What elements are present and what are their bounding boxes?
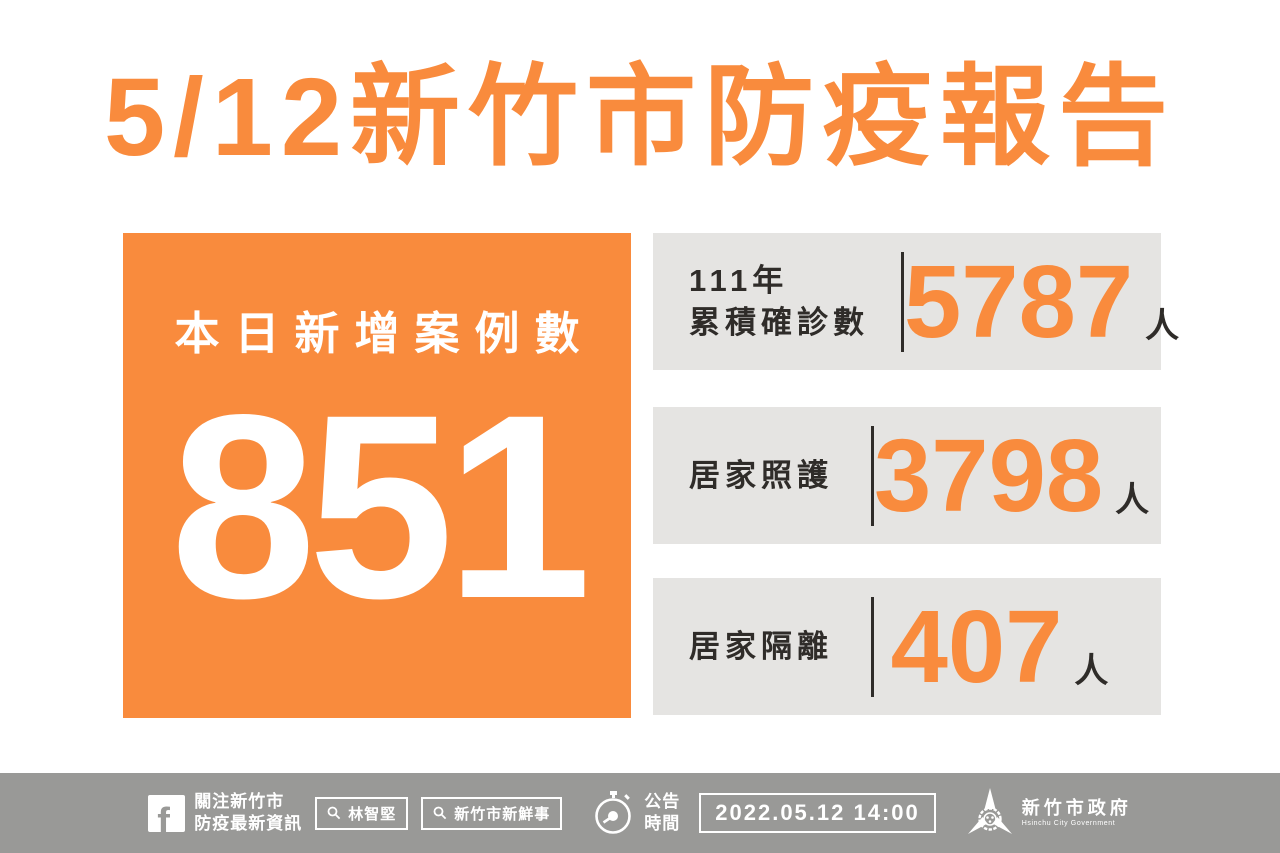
- cumulative-cases-card: 111年 累積確診數 5787 人: [653, 233, 1179, 370]
- page-title: 5/12新竹市防疫報告: [103, 56, 1177, 179]
- daily-new-cases-label: 本日新增案例數: [174, 308, 595, 359]
- search-badge-mayor-label: 林智堅: [348, 805, 397, 823]
- footer: f 關注新竹市 防疫最新資訊 林智堅 新竹市新鮮事 公告 時間: [0, 773, 1280, 853]
- government-name: 新竹市政府: [1021, 798, 1132, 818]
- announce-time-line2: 時間: [644, 814, 681, 833]
- divider: [901, 251, 904, 352]
- home-isolation-card: 居家隔離 407 人: [653, 578, 1161, 715]
- government-group: 新竹市政府 Hsinchu City Government: [967, 788, 1132, 838]
- facebook-follow-group: f 關注新竹市 防疫最新資訊: [148, 791, 302, 835]
- home-isolation-label-line1: 居家隔離: [689, 628, 833, 664]
- home-isolation-label: 居家隔離: [689, 626, 871, 668]
- hsinchu-emblem-icon: [967, 788, 1012, 834]
- facebook-icon: f: [148, 794, 186, 832]
- search-badge-mayor: 林智堅: [315, 796, 409, 830]
- home-care-unit: 人: [1115, 481, 1150, 519]
- search-icon: [433, 806, 447, 820]
- announce-datetime: 2022.05.12 14:00: [699, 793, 936, 833]
- stopwatch-icon: [595, 791, 632, 834]
- cumulative-cases-label-line2: 累積確診數: [689, 304, 869, 340]
- daily-new-cases-card: 本日新增案例數 851: [123, 233, 631, 718]
- home-care-label-line1: 居家照護: [689, 457, 833, 493]
- cumulative-cases-value: 5787: [904, 244, 1134, 359]
- announce-time-text: 公告 時間: [644, 791, 680, 835]
- home-care-card: 居家照護 3798 人: [653, 407, 1161, 544]
- facebook-follow-line2: 防疫最新資訊: [194, 814, 303, 833]
- search-badge-city-news: 新竹市新鮮事: [421, 796, 563, 830]
- cumulative-cases-unit: 人: [1145, 307, 1180, 345]
- search-icon: [327, 806, 341, 820]
- announce-time-group: 公告 時間 2022.05.12 14:00: [591, 790, 936, 836]
- home-isolation-value: 407: [890, 589, 1063, 704]
- government-name-block: 新竹市政府 Hsinchu City Government: [1022, 799, 1132, 827]
- divider: [871, 596, 874, 697]
- search-badge-city-news-label: 新竹市新鮮事: [454, 805, 551, 823]
- facebook-follow-text: 關注新竹市 防疫最新資訊: [194, 791, 302, 835]
- announce-time-line1: 公告: [644, 791, 681, 811]
- home-care-label: 居家照護: [689, 455, 871, 497]
- cumulative-cases-label: 111年 累積確診數: [689, 260, 901, 344]
- cumulative-cases-label-line1: 111年: [689, 262, 789, 298]
- government-name-en: Hsinchu City Government: [1021, 820, 1116, 827]
- facebook-follow-line1: 關注新竹市: [194, 791, 285, 811]
- home-isolation-unit: 人: [1074, 652, 1109, 690]
- home-care-value: 3798: [874, 418, 1104, 533]
- daily-new-cases-value: 851: [170, 360, 591, 653]
- divider: [871, 425, 874, 526]
